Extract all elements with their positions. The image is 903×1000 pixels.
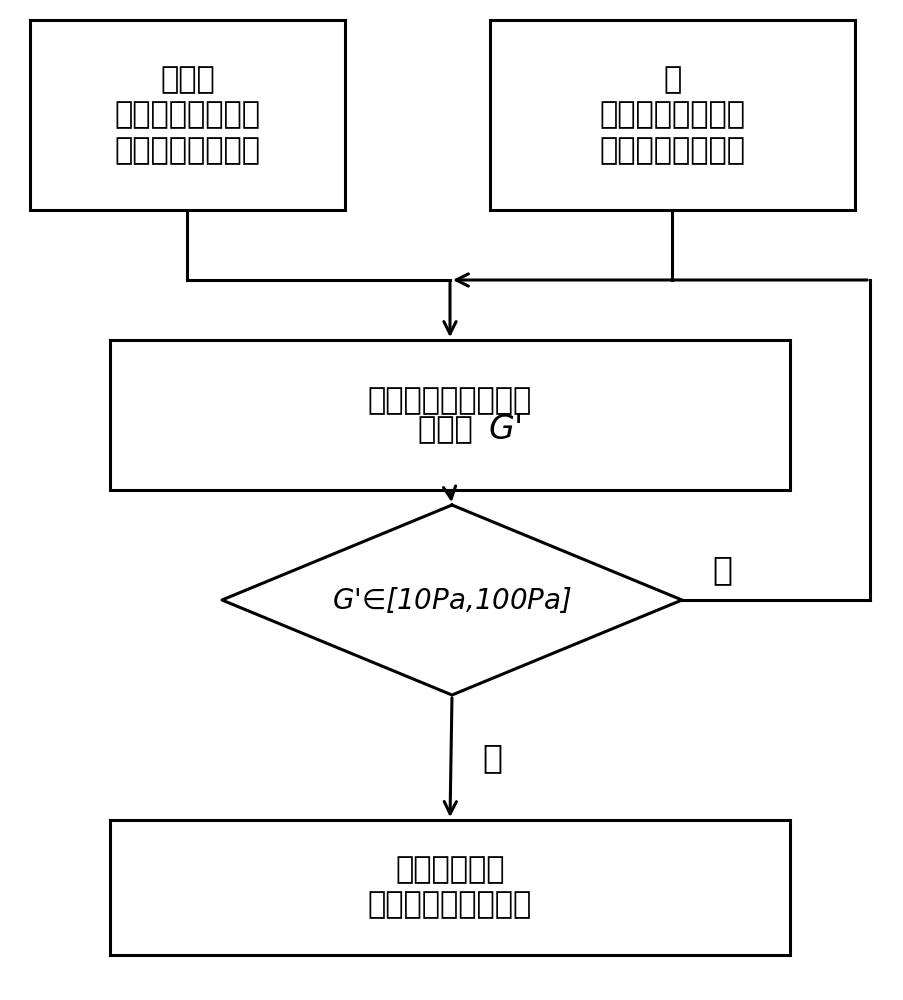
Text: 反应到达终点: 反应到达终点: [395, 855, 504, 884]
Text: 融: 融: [663, 65, 681, 94]
Bar: [110, 820, 789, 955]
Text: 监测树脂熔融物的储: 监测树脂熔融物的储: [368, 386, 532, 415]
Text: $\mathit{G}$': $\mathit{G}$': [488, 413, 521, 446]
Bar: [110, 340, 789, 490]
Bar: [489, 20, 854, 210]
Text: 氰酸酯树脂单体在: 氰酸酯树脂单体在: [115, 136, 260, 165]
Text: $\mathit{G}$'∈[10$\mathit{Pa}$,100$\mathit{Pa}$]: $\mathit{G}$'∈[10$\mathit{Pa}$,100$\math…: [331, 585, 572, 615]
Text: 判断氰酸酯树脂预聚: 判断氰酸酯树脂预聚: [368, 891, 532, 920]
Bar: [30, 20, 345, 210]
Text: 氰酸酯预聚树脂在: 氰酸酯预聚树脂在: [599, 136, 745, 165]
Text: 聚温度: 聚温度: [160, 65, 215, 94]
Text: 否: 否: [712, 554, 731, 586]
Text: 流变仪上加热至熔: 流变仪上加热至熔: [599, 101, 745, 129]
Text: 流变仪上加热至预: 流变仪上加热至预: [115, 101, 260, 129]
Text: 能模量: 能模量: [417, 415, 481, 444]
Text: 是: 是: [481, 741, 501, 774]
